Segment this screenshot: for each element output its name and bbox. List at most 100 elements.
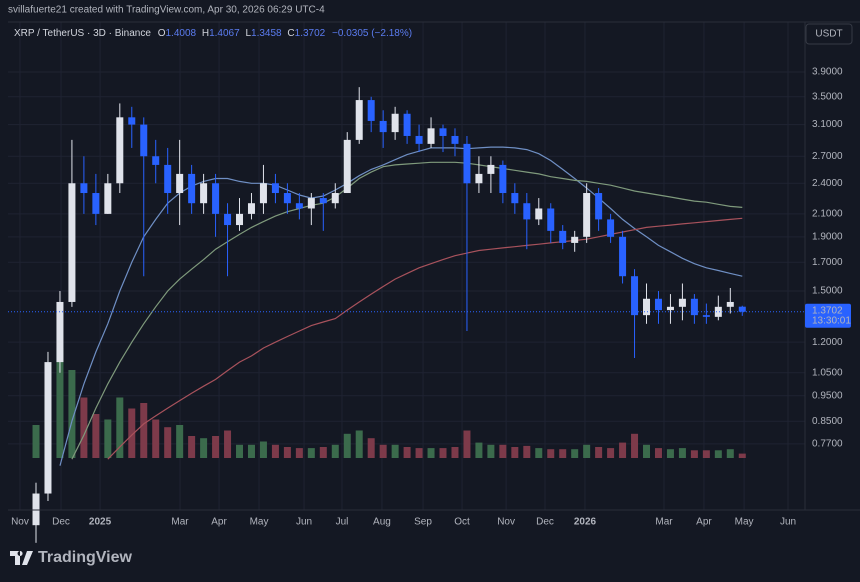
volume-bar [283, 447, 291, 458]
volume-bar [68, 370, 76, 458]
candle-body [714, 306, 722, 317]
candle-body [607, 219, 615, 237]
candle-body [547, 208, 555, 231]
candle-body [643, 298, 651, 316]
candle-body [116, 117, 124, 184]
candle-body [499, 164, 507, 194]
l-value: 1.3458 [251, 28, 282, 39]
volume-bar [56, 348, 64, 458]
ma-layer [59, 146, 743, 466]
volume-bar [164, 427, 172, 458]
volume-bar [247, 444, 255, 458]
y-tick-label: 0.9500 [812, 390, 843, 401]
symbol: XRP / TetherUS · 3D · Binance [14, 28, 151, 39]
volume-bar [678, 448, 686, 458]
volume-bar [343, 433, 351, 458]
volume-bar [666, 449, 674, 458]
x-tick-label: Apr [211, 517, 227, 528]
currency-button[interactable] [805, 23, 853, 45]
candle-body [212, 183, 220, 214]
candle-body [726, 301, 734, 307]
volume-bar [271, 444, 279, 458]
volume-bar [319, 447, 327, 458]
volume-bar [475, 442, 483, 458]
volume-bar [355, 430, 363, 458]
volume-layer [32, 348, 746, 458]
candle-body [259, 183, 267, 204]
axis-layer: 3.9000 3.5000 3.1000 2.7000 2.4000 2.1000 1.90… [11, 67, 843, 528]
volume-bar [690, 450, 698, 458]
candle-body [367, 100, 375, 121]
y-tick-label: 3.5000 [812, 91, 843, 102]
candle-body [415, 135, 423, 144]
volume-bar [128, 408, 136, 458]
y-tick-label: 1.2000 [812, 337, 843, 348]
volume-bar [140, 403, 148, 458]
candle-body [44, 362, 52, 494]
brand-logo: TradingView [10, 549, 133, 566]
x-tick-label: May [735, 517, 754, 528]
logo-icon [10, 551, 33, 565]
volume-bar [415, 448, 423, 458]
brand-name: TradingView [38, 549, 133, 566]
c-value: 1.3702 [295, 28, 326, 39]
volume-bar [32, 425, 40, 458]
candle-body [595, 193, 603, 220]
volume-bar [176, 425, 184, 458]
x-tick-label: Jun [780, 517, 796, 528]
volume-bar [92, 414, 100, 458]
price-tag-value: 1.3702 [812, 305, 843, 316]
volume-bar [702, 450, 710, 458]
x-tick-label: 2026 [574, 517, 597, 528]
volume-bar [104, 419, 112, 458]
h-label: H [202, 28, 209, 39]
volume-bar [403, 447, 411, 458]
ohlc-legend: XRP / TetherUS · 3D · Binance O1.4008 H1… [14, 28, 412, 39]
y-tick-label: 2.7000 [812, 151, 843, 162]
volume-bar [212, 436, 220, 458]
volume-bar [451, 447, 459, 458]
candle-body [571, 236, 579, 243]
candle-body [463, 143, 471, 184]
volume-bar [259, 441, 267, 458]
currency-label[interactable]: USDT [815, 29, 842, 40]
x-tick-label: Mar [655, 517, 673, 528]
candle-body [559, 230, 567, 243]
moving-average [59, 146, 743, 466]
y-tick-label: 3.1000 [812, 119, 843, 130]
volume-bar [523, 445, 531, 458]
o-value: 1.4008 [165, 28, 196, 39]
x-tick-label: Nov [497, 517, 515, 528]
volume-bar [200, 438, 208, 458]
x-tick-label: Aug [373, 517, 391, 528]
candle-body [295, 203, 303, 209]
volume-bar [619, 442, 627, 458]
change: −0.0305 (−2.18%) [332, 28, 412, 39]
candle-body [224, 213, 232, 226]
candle-body [702, 315, 710, 317]
volume-bar [511, 447, 519, 458]
candle-body [140, 124, 148, 157]
candle-body [247, 203, 255, 214]
l-label: L [245, 28, 251, 39]
y-tick-label: 2.1000 [812, 209, 843, 220]
candle-body [427, 128, 435, 144]
volume-bar [726, 449, 734, 458]
candle-body [152, 156, 160, 165]
moving-average [71, 161, 743, 460]
candle-body [68, 183, 76, 302]
volume-bar [643, 444, 651, 458]
candle-body [128, 117, 136, 125]
candle-body [451, 135, 459, 144]
x-tick-label: Sep [414, 517, 432, 528]
candle-body [403, 113, 411, 136]
candle-body [307, 198, 315, 209]
candle-body [475, 173, 483, 184]
y-tick-label: 1.9000 [812, 231, 843, 242]
volume-bar [595, 447, 603, 458]
x-tick-label: Jul [336, 517, 349, 528]
c-label: C [287, 28, 294, 39]
x-tick-label: Dec [536, 517, 554, 528]
